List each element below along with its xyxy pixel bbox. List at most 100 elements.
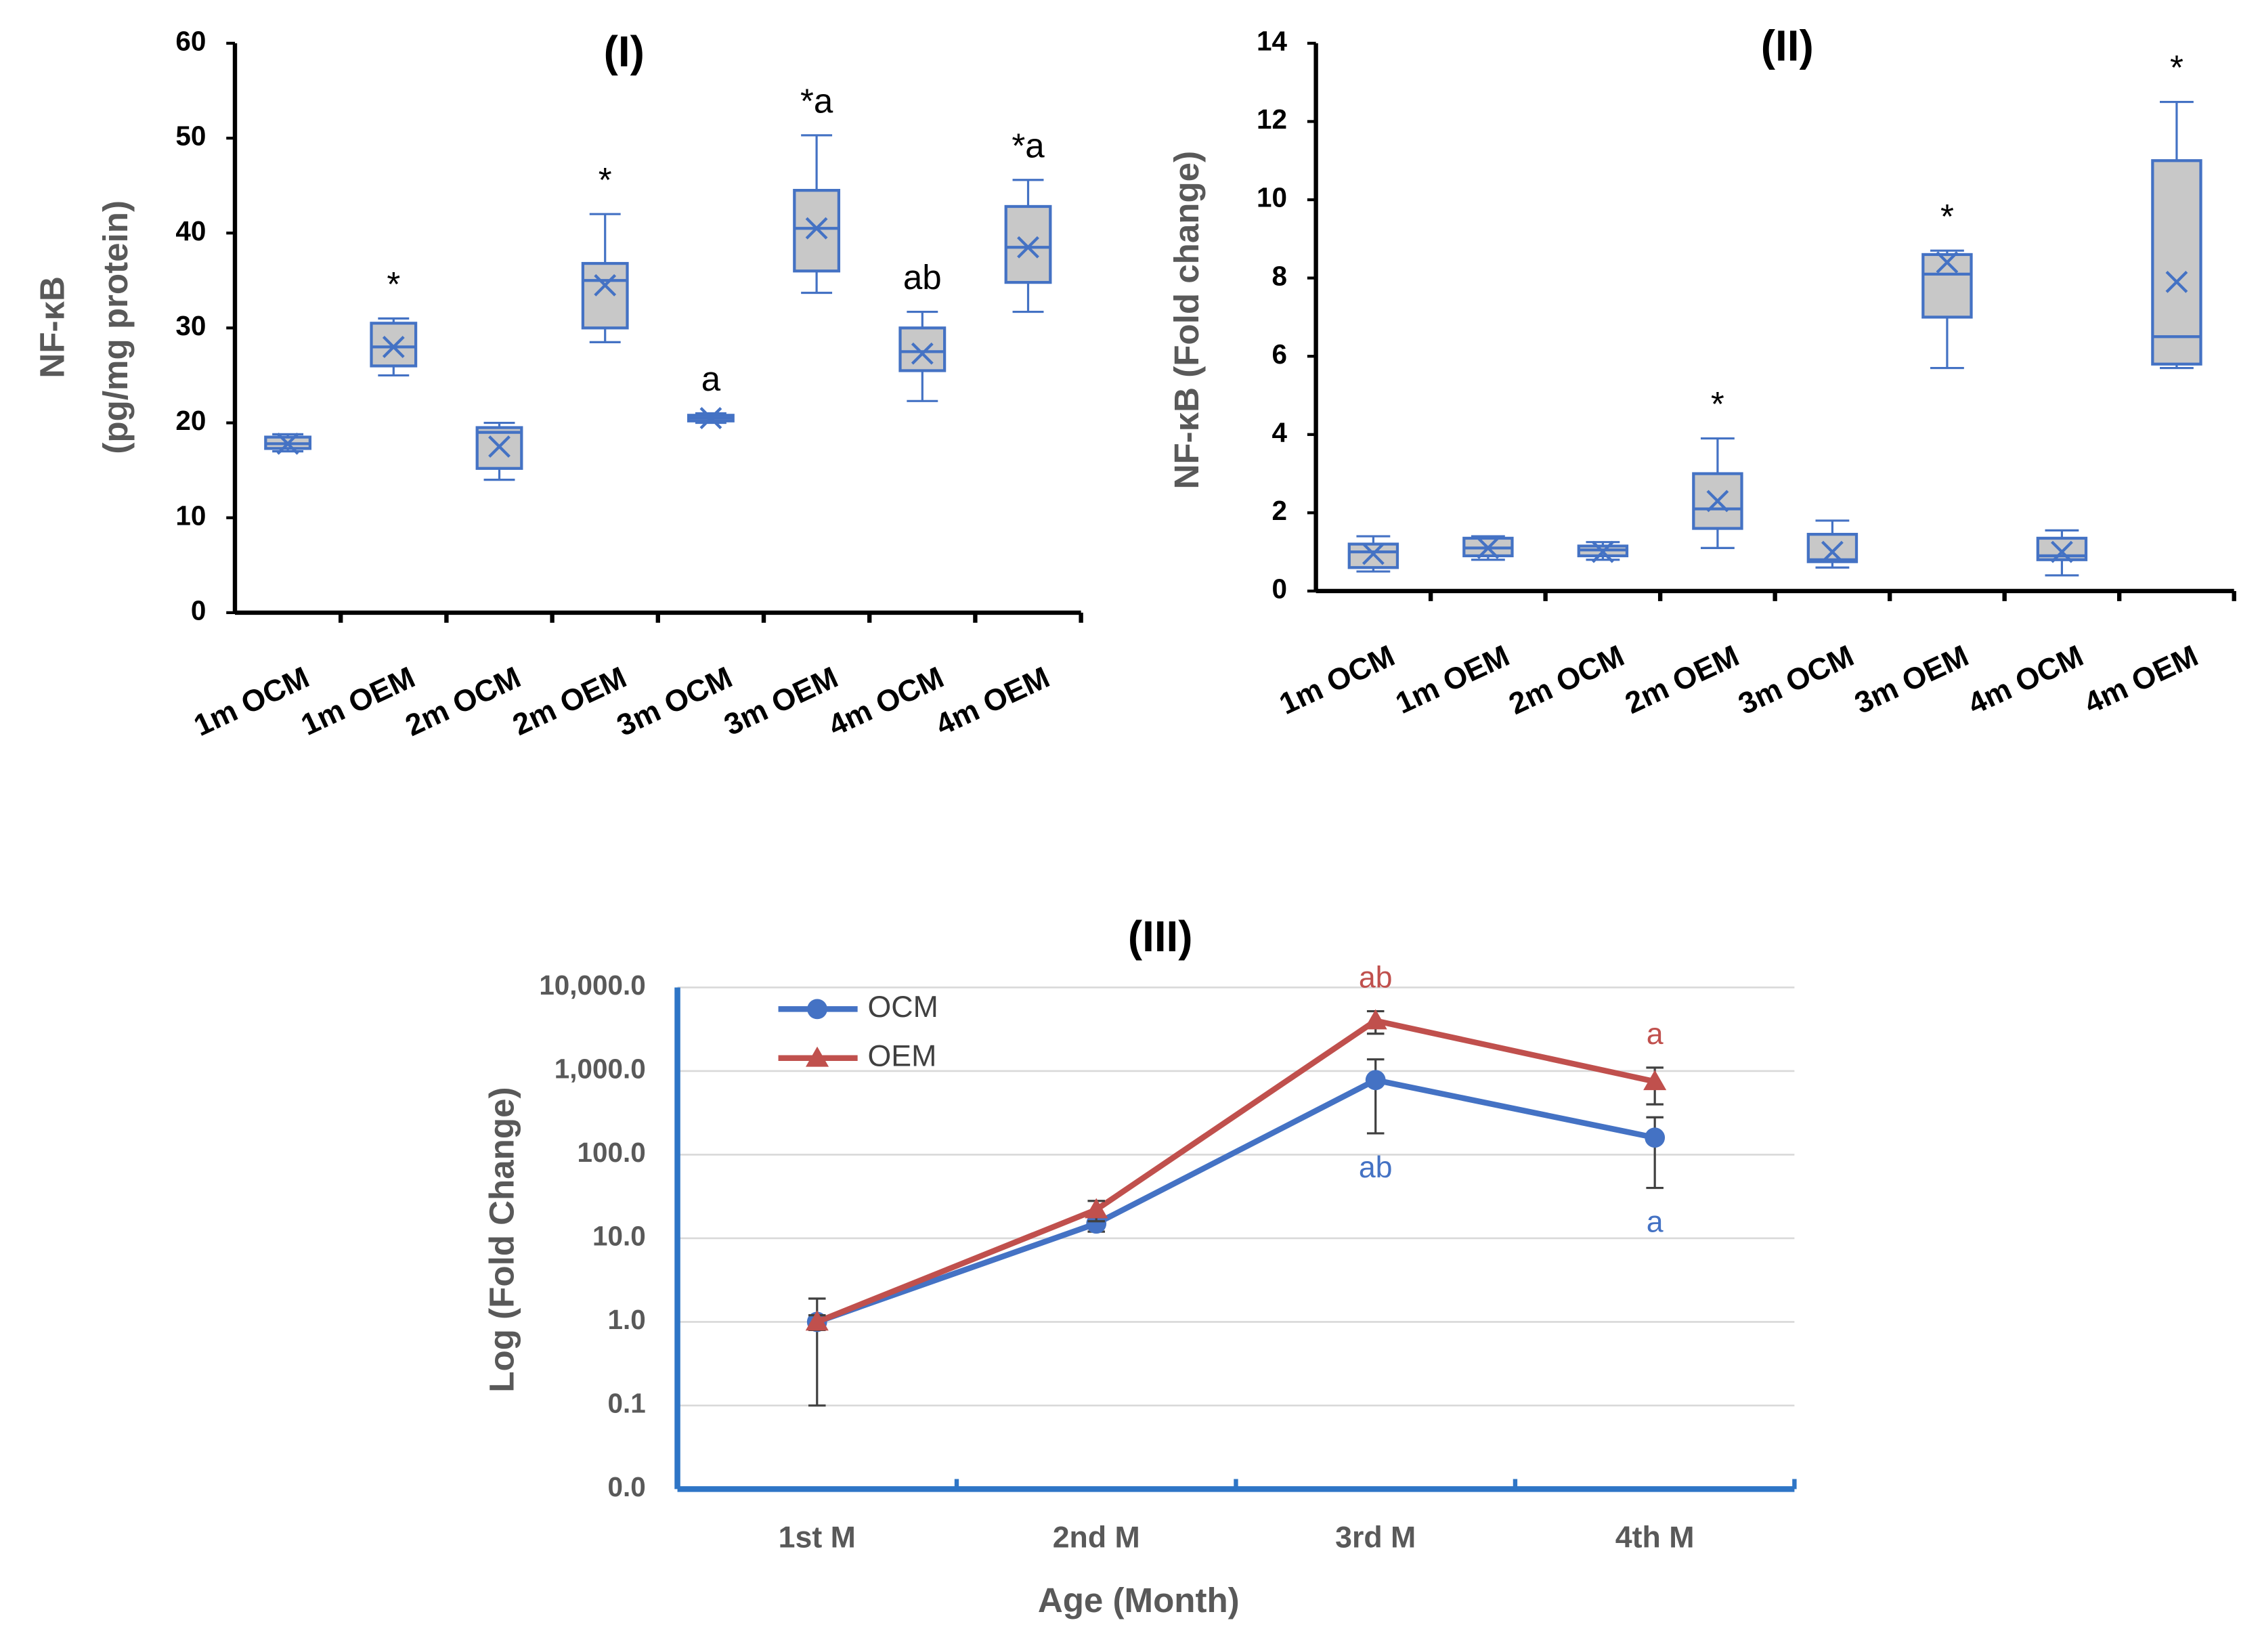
mean-marker	[382, 336, 405, 358]
box	[581, 261, 629, 330]
box	[898, 326, 947, 372]
x-tick-label: 2m OEM	[508, 661, 632, 742]
mean-marker	[276, 432, 299, 455]
x-tick-label: 1m OEM	[297, 661, 420, 742]
y-tick-label: 20	[175, 405, 206, 436]
box	[1806, 533, 1859, 563]
mean-marker	[911, 342, 934, 365]
annotation: a	[701, 360, 721, 398]
chart-title: (I)	[604, 27, 645, 76]
mean-marker	[2165, 270, 2188, 293]
x-tick-label: 3m OEM	[1850, 639, 1974, 720]
x-tick-label: 4m OCM	[1963, 639, 2088, 721]
box	[793, 189, 841, 273]
y-tick-label: 12	[1257, 104, 1287, 135]
x-tick-label: 2m OCM	[1504, 639, 1629, 721]
y-tick-label: 6	[1272, 339, 1287, 370]
annotation: ab	[903, 258, 942, 297]
chart-title: (II)	[1761, 21, 1814, 70]
mean-marker	[805, 217, 828, 240]
point-label: ab	[1359, 961, 1393, 995]
point	[1643, 1070, 1667, 1091]
point	[1645, 1127, 1666, 1148]
y-tick-label: 100.0	[578, 1137, 646, 1168]
series-line	[816, 1018, 1656, 1325]
mean-marker	[1821, 540, 1844, 563]
x-tick-label: 4m OEM	[2079, 639, 2203, 720]
x-axis-label: Age (Month)	[1038, 1581, 1240, 1620]
mean-marker	[1706, 490, 1729, 513]
mean-marker	[1591, 540, 1614, 563]
annotation: *	[1711, 385, 1724, 423]
mean-marker	[1362, 542, 1385, 565]
x-tick-label: 3m OCM	[612, 661, 737, 743]
y-tick-label: 1,000.0	[555, 1053, 646, 1085]
x-tick-label: 4m OCM	[823, 661, 949, 743]
mean-marker	[594, 274, 617, 297]
y-axis-label: (pg/mg protein)	[96, 200, 135, 454]
y-axis-label: NF-κB (Fold change)	[1167, 151, 1206, 490]
point	[1364, 1009, 1387, 1030]
annotation: *	[2170, 48, 2183, 87]
y-axis-label: NF-κB	[32, 276, 71, 378]
point	[1085, 1198, 1108, 1219]
annotation: *	[387, 265, 400, 303]
annotation: *a	[800, 81, 833, 120]
mean-marker	[1936, 251, 1959, 274]
point-label: a	[1647, 1206, 1664, 1239]
point	[1365, 1070, 1386, 1091]
y-tick-label: 40	[175, 215, 206, 246]
point-label: a	[1647, 1018, 1664, 1051]
box	[1004, 204, 1052, 284]
x-tick-label: 2m OCM	[401, 661, 526, 743]
x-tick-label: 4m OEM	[931, 661, 1055, 742]
legend-label: OCM	[868, 991, 938, 1024]
y-tick-label: 4	[1272, 416, 1288, 448]
x-tick-label: 2m OEM	[1620, 639, 1744, 720]
y-tick-label: 2	[1272, 495, 1287, 526]
box	[1347, 542, 1399, 569]
y-tick-label: 10	[1257, 182, 1287, 213]
legend-label: OEM	[868, 1040, 937, 1073]
box	[370, 322, 418, 368]
x-tick-label: 2nd M	[1053, 1521, 1140, 1555]
y-tick-label: 0	[191, 595, 206, 626]
y-tick-label: 14	[1257, 26, 1287, 57]
x-tick-label: 1m OCM	[1274, 639, 1399, 721]
x-tick-label: 1m OCM	[189, 661, 314, 743]
x-tick-label: 3m OCM	[1733, 639, 1859, 721]
annotation: *a	[1012, 126, 1045, 165]
mean-marker	[2051, 540, 2073, 563]
y-tick-label: 10,000.0	[539, 970, 645, 1001]
x-tick-label: 3rd M	[1335, 1521, 1416, 1555]
y-tick-label: 8	[1272, 260, 1287, 291]
y-tick-label: 50	[175, 121, 206, 152]
y-tick-label: 30	[175, 310, 206, 341]
legend-marker	[807, 999, 827, 1020]
mean-marker	[1477, 536, 1500, 559]
series-line	[816, 1077, 1656, 1325]
y-tick-label: 60	[175, 26, 206, 57]
x-tick-label: 3m OEM	[719, 661, 843, 742]
chart-title: (III)	[1128, 912, 1193, 961]
mean-marker	[699, 407, 722, 429]
annotation: *	[1940, 197, 1954, 236]
box	[1921, 253, 1973, 319]
legend-marker	[806, 1046, 829, 1067]
y-tick-label: 10	[175, 500, 206, 531]
annotation: *	[599, 160, 612, 199]
y-tick-label: 0.0	[607, 1471, 645, 1502]
x-tick-label: 1st M	[779, 1521, 856, 1555]
box	[1692, 472, 1743, 530]
point-label: ab	[1359, 1151, 1393, 1184]
y-axis-label: Log (Fold Change)	[483, 1087, 521, 1392]
y-tick-label: 0	[1272, 573, 1287, 605]
x-tick-label: 1m OEM	[1391, 639, 1515, 720]
y-tick-label: 1.0	[607, 1304, 645, 1335]
box	[2151, 159, 2202, 366]
y-tick-label: 0.1	[607, 1388, 645, 1419]
x-tick-label: 4th M	[1615, 1521, 1695, 1555]
point	[805, 1310, 829, 1331]
y-tick-label: 10.0	[592, 1221, 646, 1252]
